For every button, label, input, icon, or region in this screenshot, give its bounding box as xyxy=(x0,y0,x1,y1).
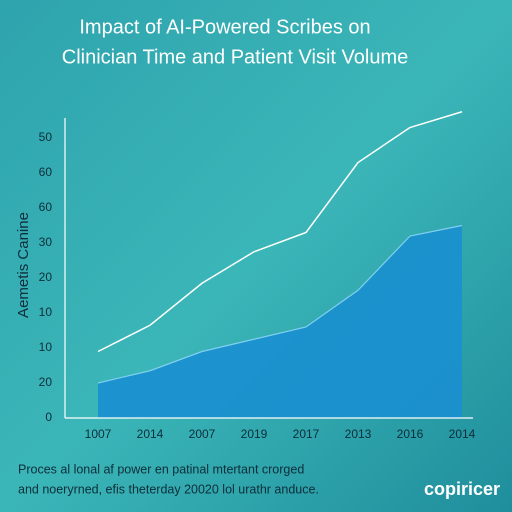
note: Proces al lonal af power en patinal mter… xyxy=(18,462,304,476)
y-tick-label: 50 xyxy=(39,130,53,144)
y-tick-label: 10 xyxy=(39,305,53,319)
y-tick-label: 0 xyxy=(45,410,52,424)
y-tick-label: 20 xyxy=(39,375,53,389)
brand: copiricer xyxy=(424,479,500,499)
chart-title: Clinician Time and Patient Visit Volume xyxy=(62,46,408,68)
y-tick-label: 10 xyxy=(39,340,53,354)
x-tick-label: 2014 xyxy=(449,427,476,441)
x-tick-label: 2016 xyxy=(397,427,424,441)
y-tick-label: 60 xyxy=(39,200,53,214)
note: and noeryrned, efis theterday 20020 lol … xyxy=(18,482,319,496)
x-tick-label: 1007 xyxy=(85,427,112,441)
chart-title: Impact of AI-Powered Scribes on xyxy=(79,16,370,38)
x-tick-label: 2014 xyxy=(137,427,164,441)
x-tick-label: 2017 xyxy=(293,427,320,441)
x-tick-label: 2013 xyxy=(345,427,372,441)
y-tick-label: 30 xyxy=(39,235,53,249)
area-edge xyxy=(97,224,463,384)
area xyxy=(98,225,462,418)
x-tick-label: 2019 xyxy=(241,427,268,441)
y-axis-label: Aemetis Canine xyxy=(15,212,32,318)
line xyxy=(97,111,463,353)
y-tick-label: 20 xyxy=(39,270,53,284)
y-tick-label: 60 xyxy=(39,165,53,179)
x-tick-label: 2007 xyxy=(189,427,216,441)
